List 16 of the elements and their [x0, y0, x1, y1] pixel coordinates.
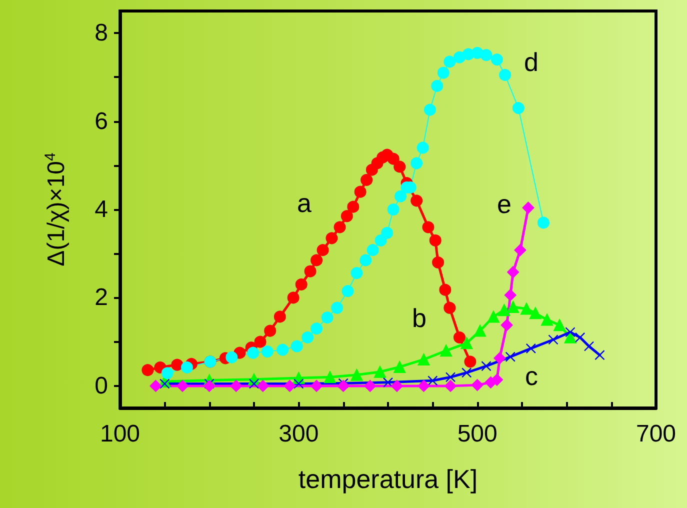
x-tick-label: 300 — [278, 420, 319, 448]
y-tick-label: 0 — [94, 372, 108, 400]
y-tick-label: 6 — [94, 108, 108, 135]
annotation: b — [412, 303, 426, 333]
annotation: e — [497, 189, 512, 219]
x-tick-label: 700 — [636, 420, 676, 448]
y-tick-label: 2 — [94, 284, 108, 312]
y-axis-title: Δ(1/χ)×104 — [42, 152, 70, 266]
y-tick-label: 8 — [94, 20, 108, 47]
x-tick-label: 100 — [100, 420, 140, 448]
y-tick-label: 4 — [94, 196, 108, 223]
x-axis-title: temperatura [K] — [298, 464, 478, 494]
annotation: a — [297, 188, 312, 218]
annotation: d — [524, 47, 538, 77]
annotation: c — [525, 361, 538, 391]
x-tick-label: 500 — [457, 420, 498, 448]
